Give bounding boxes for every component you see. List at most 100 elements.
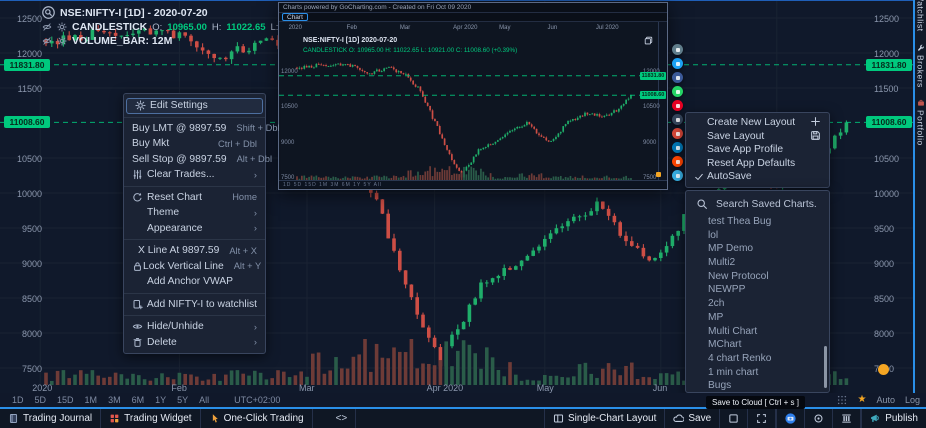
menu-item-save-layout[interactable]: Save Layout: [686, 130, 829, 144]
saved-chart-new-protocol[interactable]: New Protocol: [708, 270, 769, 282]
toolbar-button-one-click-trading[interactable]: One-Click Trading: [201, 409, 313, 428]
toolbar-button-trading-journal[interactable]: Trading Journal: [0, 409, 102, 428]
toolbar-button-item[interactable]: <>: [313, 409, 357, 428]
share-telegram-icon[interactable]: [672, 170, 683, 181]
saved-chart-newpp[interactable]: NEWPP: [708, 284, 746, 296]
saved-chart-mchart[interactable]: MChart: [708, 339, 742, 351]
hide-volume-icon[interactable]: [42, 36, 52, 46]
price-tick-right: 8000: [874, 329, 895, 339]
price-tick-right: 10500: [874, 154, 900, 164]
menu-item-buy-lmt-9897-59[interactable]: Buy LMT @ 9897.59 Shift + Dbl: [124, 121, 280, 137]
bottom-toolbar: Trading Journal Trading Widget One-Click T…: [0, 407, 926, 428]
symbol-search-icon[interactable]: [42, 6, 55, 19]
hide-series-icon[interactable]: [42, 22, 52, 32]
series-settings-icon[interactable]: [57, 22, 67, 32]
toolbar-target-button[interactable]: [804, 409, 832, 428]
menu-item-add-anchor-vwap[interactable]: Add Anchor VWAP: [124, 274, 265, 290]
menu-item-autosave[interactable]: AutoSave: [686, 170, 829, 184]
menu-item-appearance[interactable]: Appearance ›: [124, 221, 265, 237]
menu-item-reset-chart[interactable]: Reset Chart Home: [124, 190, 265, 206]
saved-chart-mp-demo[interactable]: MP Demo: [708, 243, 754, 255]
menu-item-reset-app-defaults[interactable]: Reset App Defaults: [686, 157, 829, 171]
toolbar-expand-button[interactable]: [747, 409, 775, 428]
toolbar-button-trading-widget[interactable]: Trading Widget: [101, 409, 201, 428]
range-3m[interactable]: 3M: [108, 395, 121, 405]
saved-chart-4-chart-renko[interactable]: 4 chart Renko: [708, 352, 772, 364]
saved-chart-2ch[interactable]: 2ch: [708, 298, 725, 310]
preview-time-tick: Mar: [399, 25, 411, 31]
floating-action-dot[interactable]: [878, 364, 889, 375]
menu-item-x-line-at-9897-59[interactable]: X Line At 9897.59 Alt + X: [124, 243, 265, 259]
sidebar-tab-watchlist[interactable]: Watchlist: [916, 0, 926, 32]
range-5d[interactable]: 5D: [34, 395, 47, 405]
saved-charts-search[interactable]: Search Saved Charts.: [686, 191, 829, 215]
toolbar-button-save[interactable]: Save: [664, 409, 719, 428]
saved-chart-multi-chart[interactable]: Multi Chart: [708, 325, 758, 337]
sidebar-tab-portfolio[interactable]: Portfolio: [916, 99, 926, 146]
menu-item-theme[interactable]: Theme ›: [124, 205, 265, 221]
expand-icon: [756, 413, 767, 424]
preview-time-tick: May: [499, 25, 511, 31]
range-5y[interactable]: 5Y: [177, 395, 189, 405]
menu-item-clear-trades[interactable]: Clear Trades... ›: [124, 167, 265, 183]
check-icon: [694, 172, 707, 182]
share-linkedin-icon[interactable]: [672, 142, 683, 153]
menu-item-delete[interactable]: Delete ›: [124, 335, 265, 351]
toolbar-camera-button[interactable]: [776, 409, 804, 428]
volume-settings-icon[interactable]: [57, 36, 67, 46]
share-facebook-icon[interactable]: [672, 72, 683, 83]
range-1y[interactable]: 1Y: [155, 395, 167, 405]
log-scale-toggle[interactable]: Log: [904, 395, 920, 405]
menu-item-label: Reset App Defaults: [707, 157, 796, 169]
timezone-label[interactable]: UTC+02:00: [234, 395, 281, 405]
sidebar-tab-brokers[interactable]: Brokers: [916, 44, 926, 87]
range-1m[interactable]: 1M: [84, 395, 98, 405]
share-pinterest-icon[interactable]: [672, 100, 683, 111]
toolbar-button-publish[interactable]: Publish: [861, 409, 926, 428]
menu-item-save-app-profile[interactable]: Save App Profile: [686, 143, 829, 157]
share-copy-link-icon[interactable]: [672, 44, 683, 55]
saved-chart-multi2[interactable]: Multi2: [708, 257, 736, 269]
menu-item-edit-settings[interactable]: Edit Settings: [126, 98, 263, 114]
docplus-icon: [132, 299, 147, 310]
menu-item-buy-mkt[interactable]: Buy Mkt Ctrl + Dbl: [124, 136, 265, 152]
saved-chart-test-thea-bug[interactable]: test Thea Bug: [708, 216, 772, 227]
saved-chart-lol[interactable]: lol: [708, 229, 719, 241]
preview-right-strip: [658, 22, 667, 180]
favorite-star-icon[interactable]: ★: [857, 394, 867, 405]
menu-item-hide-unhide[interactable]: Hide/Unhide ›: [124, 319, 265, 335]
toolbar-button-single-chart-layout[interactable]: Single-Chart Layout: [544, 409, 664, 428]
menu-item-create-new-layout[interactable]: Create New Layout: [686, 116, 829, 130]
range-15d[interactable]: 15D: [57, 395, 74, 405]
auto-scale-toggle[interactable]: Auto: [876, 395, 895, 405]
range-1d[interactable]: 1D: [12, 395, 24, 405]
copy-image-icon[interactable]: [644, 36, 653, 45]
saved-charts-scrollbar[interactable]: [824, 346, 827, 388]
menu-separator: [124, 315, 265, 316]
menu-item-add-nifty-i-to-watchlist[interactable]: Add NIFTY-I to watchlist: [124, 297, 265, 313]
square-icon: [728, 413, 739, 424]
menu-item-lock-vertical-line[interactable]: Lock Vertical Line Alt + Y: [124, 259, 265, 275]
toolbar-columns-button[interactable]: [832, 409, 860, 428]
share-whatsapp-icon[interactable]: [672, 86, 683, 97]
menu-item-shortcut: ›: [253, 169, 257, 180]
price-tick-right: 12000: [874, 49, 900, 59]
menu-item-sell-stop-9897-59[interactable]: Sell Stop @ 9897.59 Alt + Dbl: [124, 152, 272, 168]
toolbar-square-button[interactable]: [719, 409, 747, 428]
saved-chart-1-min-chart[interactable]: 1 min chart: [708, 366, 759, 378]
preview-timeframe-bar: 1D 5D 15D 1M 3M 6M 1Y 5Y All: [279, 180, 667, 188]
price-tick-left: 7500: [21, 364, 42, 374]
share-twitter-icon[interactable]: [672, 58, 683, 69]
share-mail-icon[interactable]: [672, 128, 683, 139]
share-reddit-icon[interactable]: [672, 156, 683, 167]
time-tick: Feb: [171, 383, 187, 393]
grid-settings-icon[interactable]: [837, 395, 847, 405]
range-6m[interactable]: 6M: [131, 395, 145, 405]
price-tick-right: 10000: [874, 189, 900, 199]
range-all[interactable]: All: [199, 395, 210, 405]
saved-chart-bugs[interactable]: Bugs: [708, 380, 732, 392]
saved-chart-mp[interactable]: MP: [708, 311, 724, 323]
snapshot-tab[interactable]: Chart: [282, 13, 308, 21]
share-tumblr-icon[interactable]: [672, 114, 683, 125]
volume-legend-label: VOLUME_BAR: 12M: [72, 35, 173, 47]
